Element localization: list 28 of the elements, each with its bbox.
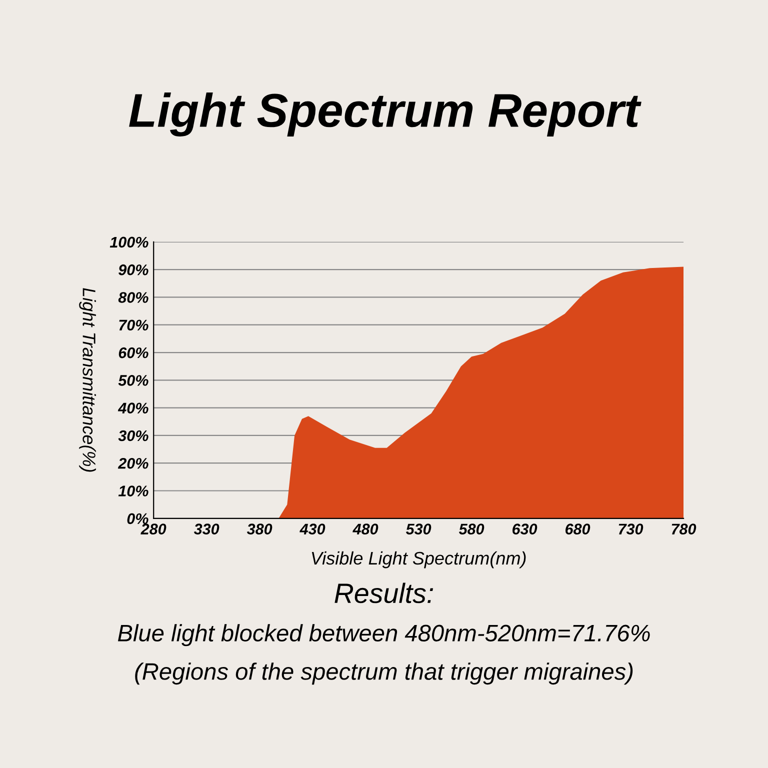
y-tick-label: 30%	[118, 430, 148, 442]
x-tick-label: 380	[246, 524, 272, 534]
x-tick-label: 580	[458, 524, 484, 534]
chart-title: Light Spectrum Report	[129, 92, 642, 137]
y-tick-label: 10%	[118, 486, 148, 496]
x-tick-label: 680	[566, 524, 590, 534]
x-tick-label: 730	[618, 524, 644, 534]
y-tick-label: 80%	[118, 292, 148, 303]
x-tick-label: 280	[140, 524, 166, 534]
y-tick-label: 0%	[127, 513, 148, 524]
y-tick-label: 50%	[118, 375, 148, 386]
y-axis-title: Light Transmittance(%)	[79, 288, 96, 472]
x-tick-label: 780	[672, 524, 696, 534]
y-tick-label: 70%	[119, 320, 148, 331]
y-tick-label: 60%	[118, 347, 148, 358]
x-tick-label: 530	[406, 524, 432, 534]
y-tick-label: 40%	[118, 402, 148, 414]
y-tick-label: 20%	[118, 458, 148, 469]
x-axis-title: Visible Light Spectrum(nm)	[312, 551, 526, 568]
text: Blue light blocked between 480nm-520nm=71.76%	[118, 624, 650, 646]
text: Results:	[334, 582, 434, 604]
x-tick-label: 430	[300, 524, 326, 534]
y-tick-label: 100%	[110, 236, 148, 248]
text: (Regions of the spectrum that trigger migraines)	[135, 662, 633, 685]
x-tick-label: 330	[194, 524, 220, 534]
x-tick-label: 480	[352, 524, 378, 534]
y-tick-label: 90%	[118, 264, 148, 276]
x-tick-label: 630	[512, 524, 538, 534]
